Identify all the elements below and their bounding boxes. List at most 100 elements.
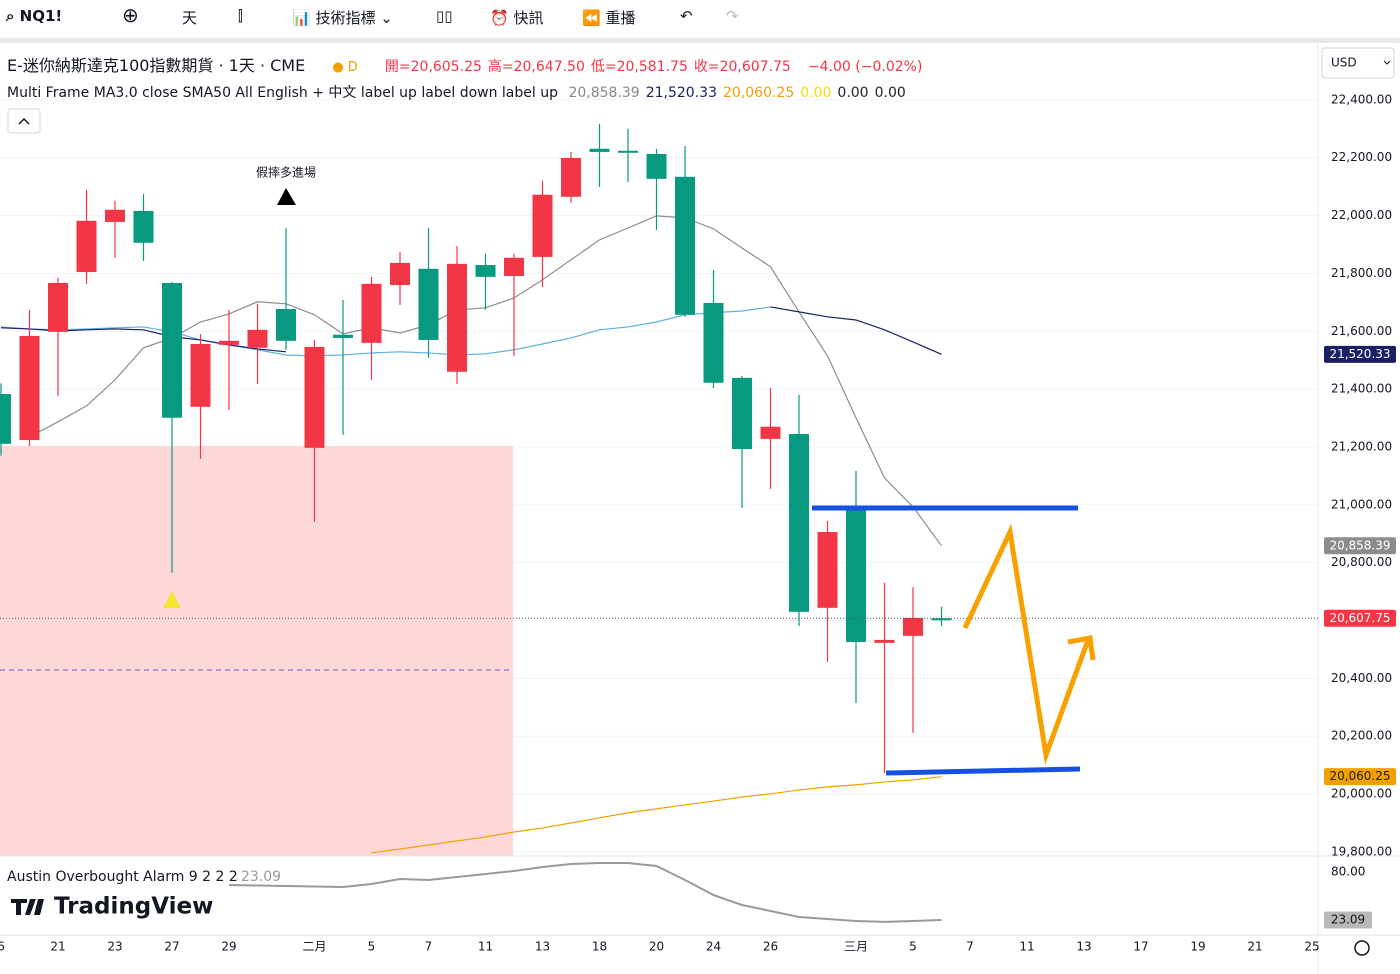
study-value: 0.00 <box>800 85 832 101</box>
layout[interactable]: ▯▯ <box>436 7 453 25</box>
candle-body <box>418 268 439 340</box>
status: ● D <box>332 60 358 75</box>
candle-body <box>874 639 895 643</box>
y-tick-label: 22,000.00 <box>1331 208 1392 222</box>
y-tick-label: 22,400.00 <box>1331 92 1392 106</box>
ma-line <box>371 776 942 854</box>
y-tick-label: 21,600.00 <box>1331 324 1392 338</box>
up-marker <box>163 591 181 608</box>
chart-type[interactable]: ⫿ <box>238 7 243 25</box>
y-tick-label: 20,000.00 <box>1331 787 1392 801</box>
y-tick-label: 21,800.00 <box>1331 266 1392 280</box>
x-tick-label: 13 <box>1076 940 1091 954</box>
candle-body <box>589 148 610 152</box>
candle-body <box>219 340 239 345</box>
candle-body <box>361 283 382 343</box>
candle-body <box>618 150 638 153</box>
y-tick-label: 22,200.00 <box>1331 150 1392 164</box>
candle-body <box>504 257 524 277</box>
candle-body <box>162 282 182 418</box>
redo[interactable]: ↷ <box>726 7 739 25</box>
y-tick-label: 21,400.00 <box>1331 382 1392 396</box>
zone <box>0 446 513 856</box>
y-tick-label: 20,400.00 <box>1331 671 1392 685</box>
arrow-head <box>1067 635 1096 661</box>
x-tick-label: 19 <box>1190 940 1205 954</box>
replay[interactable]: ⏪ 重播 <box>582 9 636 27</box>
ohlc-value: 開=20,605.25 <box>384 59 482 75</box>
annotation: 假摔多進場 <box>256 166 316 180</box>
x-tick-label: 7 <box>966 940 974 954</box>
alerts[interactable]: ⏰ 快訊 <box>490 9 544 27</box>
legend-study: Multi Frame MA3.0 close SMA50 All Englis… <box>7 82 912 102</box>
candle-body <box>760 426 781 439</box>
x-tick-label: 18 <box>592 940 607 954</box>
x-tick-label: 25 <box>1304 940 1319 954</box>
candle-body <box>703 302 724 383</box>
logo: TradingView <box>54 894 213 920</box>
ohlc-value: 高=20,647.50 <box>487 59 585 75</box>
x-tick-label: 23 <box>107 940 122 954</box>
candle-body <box>133 210 154 243</box>
candle-body <box>19 335 40 441</box>
x-tick-label: 21 <box>50 940 65 954</box>
x-tick-label: 二月 <box>302 940 326 954</box>
price-tag <box>1324 345 1396 363</box>
x-tick-label: 7 <box>425 940 433 954</box>
indicator-tag <box>1324 911 1372 929</box>
candle-body <box>390 263 410 285</box>
study-value: 21,520.33 <box>645 85 717 101</box>
candle-body <box>646 153 667 179</box>
change: −4.00 (−0.02%) <box>807 59 923 75</box>
ohlc: 開=20,605.25 高=20,647.50 低=20,581.75 收=20,60… <box>385 59 797 75</box>
ma-line <box>0 306 771 357</box>
study-value: 0.00 <box>837 85 869 101</box>
x-tick-label: 17 <box>1133 940 1148 954</box>
x-tick-label: 5 <box>368 940 376 954</box>
study-value: 20,858.39 <box>568 85 640 101</box>
x-tick-label: 24 <box>706 940 721 954</box>
candle-body <box>903 617 923 636</box>
x-tick-label: 26 <box>763 940 778 954</box>
price-tag-label: 20,060.25 <box>1329 769 1390 783</box>
candle-body <box>561 157 581 197</box>
study-value: 0.00 <box>874 85 906 101</box>
y-tick-label: 20,200.00 <box>1331 729 1392 743</box>
interval[interactable]: 天 <box>182 9 198 27</box>
x-tick-label: 5 <box>909 940 917 954</box>
candle-body <box>276 308 296 341</box>
undo[interactable]: ↶ <box>680 7 693 25</box>
y-tick-label: 20,800.00 <box>1331 555 1392 569</box>
price-tag <box>1324 537 1396 555</box>
indicator-line <box>228 861 942 923</box>
price-tag-label: 21,520.33 <box>1329 347 1390 361</box>
chevron <box>18 117 30 125</box>
up-marker <box>277 188 296 205</box>
currency: USD <box>1331 56 1357 70</box>
currency-select[interactable] <box>1321 47 1395 79</box>
indicators[interactable]: 📊 技術指標 ⌄ <box>292 9 393 27</box>
toolbar: ⌕ NQ1! ⊕ 天 ⫿ 📊 技術指標 ⌄ ▯▯ ⏰ 快訊 ⏪ 重播 ↶ ↷ <box>0 0 1400 38</box>
candle-body <box>447 263 467 372</box>
collapse-button[interactable] <box>7 108 41 134</box>
symbol[interactable]: ⌕ NQ1! <box>6 7 63 25</box>
price-tag-label: 20,607.75 <box>1329 611 1390 625</box>
price-tag-label: 20,858.39 <box>1329 538 1390 552</box>
settings-icon[interactable] <box>1354 940 1370 956</box>
price-tag <box>1324 609 1396 627</box>
ohlc-value: 低=20,581.75 <box>590 59 688 75</box>
y-tick-label: 80.00 <box>1331 865 1365 879</box>
marks <box>0 123 1318 923</box>
legend-main: E-迷你納斯達克100指數期貨 · 1天 · CME ● D 開=20,605.… <box>7 52 928 76</box>
candle-body <box>817 532 838 608</box>
add-button[interactable]: ⊕ <box>122 3 139 27</box>
ohlc-value: 收=20,607.75 <box>693 59 791 75</box>
x-tick-label: 20 <box>649 940 664 954</box>
toolbar-border <box>0 38 1400 43</box>
drawn-line <box>885 766 1081 776</box>
candle-body <box>333 334 353 338</box>
x-tick-label: 6 <box>0 940 5 954</box>
x-tick-label: 11 <box>478 940 493 954</box>
